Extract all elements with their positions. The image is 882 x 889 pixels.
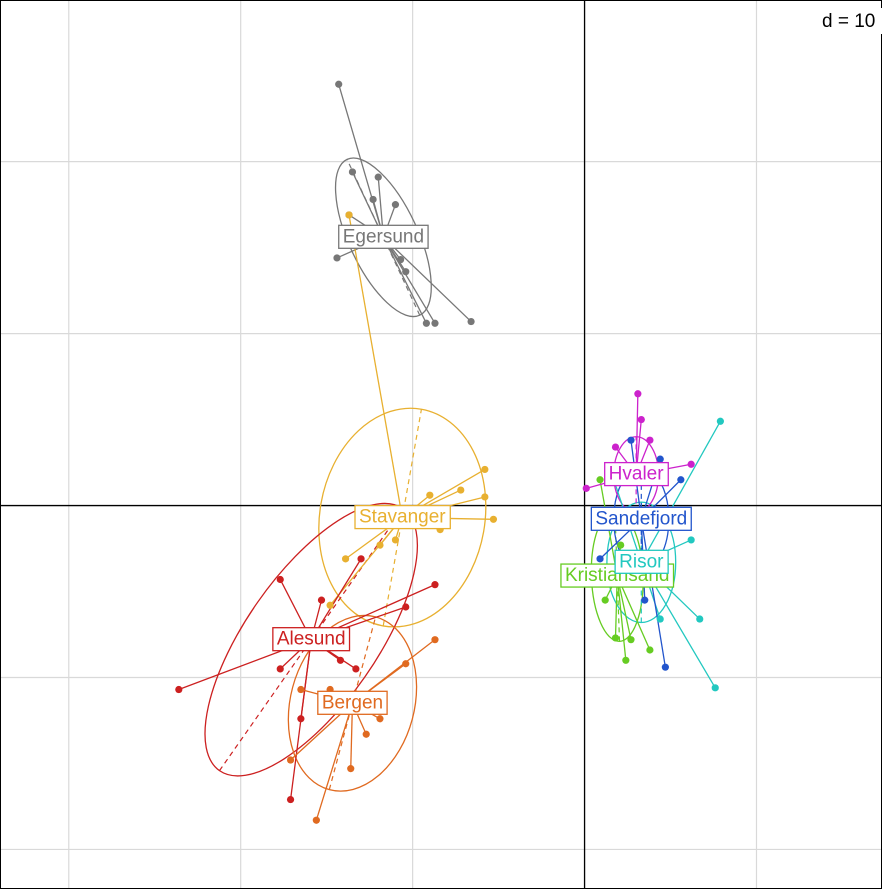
label-box (272, 627, 351, 652)
star-line (348, 214, 403, 518)
star-lines (178, 84, 721, 821)
point (335, 80, 343, 88)
point (431, 581, 439, 589)
point (641, 596, 649, 604)
point (391, 536, 400, 544)
class-label: Hvaler (609, 464, 665, 485)
point (627, 436, 635, 444)
point (637, 415, 645, 424)
point (276, 575, 284, 584)
label-box (590, 506, 692, 531)
point (489, 515, 498, 523)
point (467, 317, 475, 326)
point (687, 460, 695, 468)
star-line (310, 558, 362, 641)
point (286, 795, 295, 804)
point (374, 173, 382, 181)
star-line (640, 519, 667, 668)
star-line (315, 703, 354, 821)
point (357, 555, 365, 563)
point (297, 685, 305, 694)
scale-background (816, 8, 882, 34)
point (711, 684, 719, 692)
point (402, 660, 410, 668)
point (596, 476, 604, 484)
point (481, 465, 489, 474)
star-line (300, 639, 312, 719)
point (297, 715, 305, 723)
point (431, 636, 439, 644)
point (481, 493, 489, 501)
point (333, 254, 341, 262)
point (376, 541, 384, 549)
class-label: Sandefjord (595, 508, 687, 529)
point (402, 603, 410, 611)
label-box (604, 461, 669, 487)
point (426, 491, 434, 499)
point (601, 596, 609, 604)
class-label: Stavanger (359, 507, 446, 528)
point (276, 665, 284, 673)
point (326, 601, 334, 609)
point (402, 268, 410, 276)
star-line (382, 236, 472, 323)
ellipse-axis (328, 616, 377, 790)
point (376, 715, 384, 723)
point (582, 484, 590, 492)
point (622, 656, 630, 664)
point (362, 730, 370, 738)
point (312, 816, 320, 824)
star-line (640, 420, 721, 563)
point (627, 636, 635, 644)
class-label: Risor (619, 551, 664, 572)
point (457, 486, 465, 494)
point (611, 443, 620, 451)
label-box (614, 549, 669, 574)
point (656, 615, 664, 623)
class-label: Alesund (277, 629, 346, 650)
labels: EgersundStavangerAlesundBergenKristiansa… (272, 224, 692, 715)
point (687, 536, 695, 544)
star-line (616, 575, 651, 651)
point (352, 665, 360, 673)
point (696, 615, 704, 623)
point (391, 201, 400, 209)
label-box (354, 504, 451, 530)
point (656, 455, 664, 463)
point (431, 319, 439, 327)
point (317, 596, 326, 604)
point (286, 756, 295, 764)
point (611, 634, 620, 642)
point (596, 555, 604, 563)
point (634, 390, 642, 398)
point (175, 685, 183, 694)
star-line (635, 393, 639, 475)
class-label: Bergen (322, 692, 383, 713)
point (661, 663, 669, 671)
scale-label: d = 10 (822, 11, 875, 32)
point (369, 195, 377, 204)
star-line (382, 236, 436, 324)
point (422, 319, 430, 327)
point (677, 476, 685, 484)
class-label: Egersund (343, 226, 424, 247)
point (348, 168, 357, 176)
point (341, 555, 350, 563)
point (646, 646, 654, 654)
star-line (616, 575, 627, 661)
point (716, 417, 724, 425)
point (336, 656, 345, 664)
point (617, 541, 625, 549)
point (396, 256, 405, 264)
label-box (317, 690, 388, 715)
point (347, 765, 355, 773)
point (345, 211, 353, 219)
points (175, 80, 724, 824)
label-box (338, 224, 429, 249)
star-line (382, 237, 427, 324)
point (646, 436, 654, 444)
